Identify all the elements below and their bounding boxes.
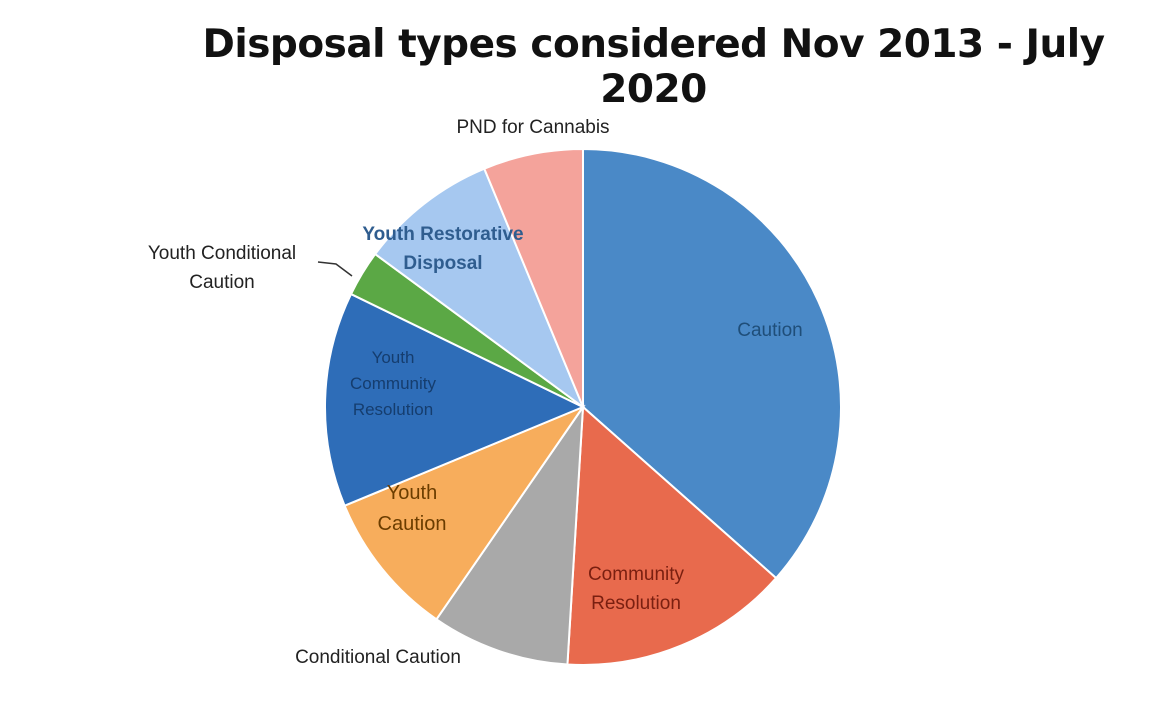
data-label-youth-restorative-disposal: Youth Restorative Disposal: [362, 224, 523, 274]
pie-slice-youth-community-resolution: [324, 292, 586, 508]
pie-slice-pnd-for-cannabis: [482, 147, 584, 408]
data-label-pnd-for-cannabis: PND for Cannabis: [456, 117, 609, 138]
label-leader-line-youth-conditional-caution: [317, 261, 353, 277]
data-label-youth-conditional-caution: Youth Conditional Caution: [148, 243, 296, 293]
data-label-conditional-caution: Conditional Caution: [295, 647, 461, 668]
data-label-youth-caution: Youth Caution: [378, 482, 447, 535]
chart-title: Disposal types considered Nov 2013 - Jul…: [202, 22, 1105, 112]
pie-slice-youth-caution: [343, 404, 586, 621]
data-label-caution: Caution: [737, 320, 803, 341]
data-label-youth-community-resolution: Youth Community Resolution: [350, 348, 436, 419]
pie-slice-caution: [582, 147, 842, 580]
pie-slice-youth-restorative-disposal: [373, 167, 586, 410]
pie-slice-community-resolution: [566, 404, 778, 666]
pie-slice-conditional-caution: [435, 403, 585, 666]
data-label-community-resolution: Community Resolution: [588, 564, 685, 614]
